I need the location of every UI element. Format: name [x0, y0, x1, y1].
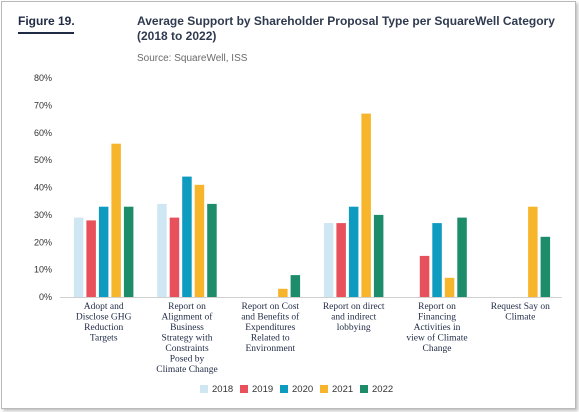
y-tick-label: 20%	[34, 237, 52, 247]
y-tick-label: 80%	[34, 73, 52, 83]
bar	[169, 217, 180, 297]
y-tick-label: 40%	[34, 183, 52, 193]
bar	[361, 113, 371, 297]
legend-swatch	[320, 385, 328, 393]
bar	[336, 223, 346, 297]
bar	[207, 203, 217, 297]
bar	[194, 184, 205, 297]
bar	[111, 143, 121, 297]
legend-swatch	[240, 385, 248, 393]
chart-source: Source: SquareWell, ISS	[137, 53, 248, 64]
bar	[98, 206, 109, 297]
bar	[373, 214, 384, 297]
y-tick-label: 30%	[34, 210, 52, 220]
figure-label: Figure 19.	[18, 14, 75, 28]
bar	[290, 275, 301, 297]
bar	[348, 206, 359, 297]
chart-title: Average Support by Shareholder Proposal …	[137, 14, 555, 43]
bar	[540, 236, 551, 297]
bar	[528, 206, 538, 297]
bar	[86, 220, 96, 297]
legend-swatch	[200, 385, 208, 393]
bar	[73, 217, 84, 297]
y-tick-label: 60%	[34, 128, 52, 138]
category-label: Report on Alignment of Business Strategy wi…	[156, 302, 217, 375]
bar	[432, 223, 442, 297]
y-tick-label: 10%	[34, 265, 52, 275]
figure-label-underline	[18, 32, 74, 34]
legend-label: 2021	[332, 384, 353, 395]
bar	[444, 277, 455, 297]
category-label: Request Say on Climate	[491, 302, 550, 323]
legend-label: 2020	[292, 384, 313, 395]
legend-swatch	[280, 385, 288, 393]
bar	[123, 206, 134, 297]
category-label: Report on Cost and Benefits of Expenditure…	[241, 302, 300, 354]
legend-swatch	[360, 385, 368, 393]
category-label: Report on direct and indirect lobbying	[323, 302, 385, 333]
legend-label: 2018	[212, 384, 233, 395]
category-label: Adopt and Disclose GHG Reduction Targets	[76, 302, 132, 344]
legend-label: 2019	[252, 384, 273, 395]
bar	[182, 176, 192, 297]
legend-label: 2022	[372, 384, 393, 395]
y-tick-label: 0%	[39, 292, 52, 302]
y-tick-label: 50%	[34, 155, 52, 165]
y-tick-label: 70%	[34, 100, 52, 110]
bar	[457, 217, 467, 297]
bar	[278, 288, 288, 297]
category-label: Report on Financing Activities in view of C…	[406, 302, 467, 354]
bar	[323, 223, 334, 297]
bar	[419, 255, 430, 297]
bar	[157, 203, 167, 297]
